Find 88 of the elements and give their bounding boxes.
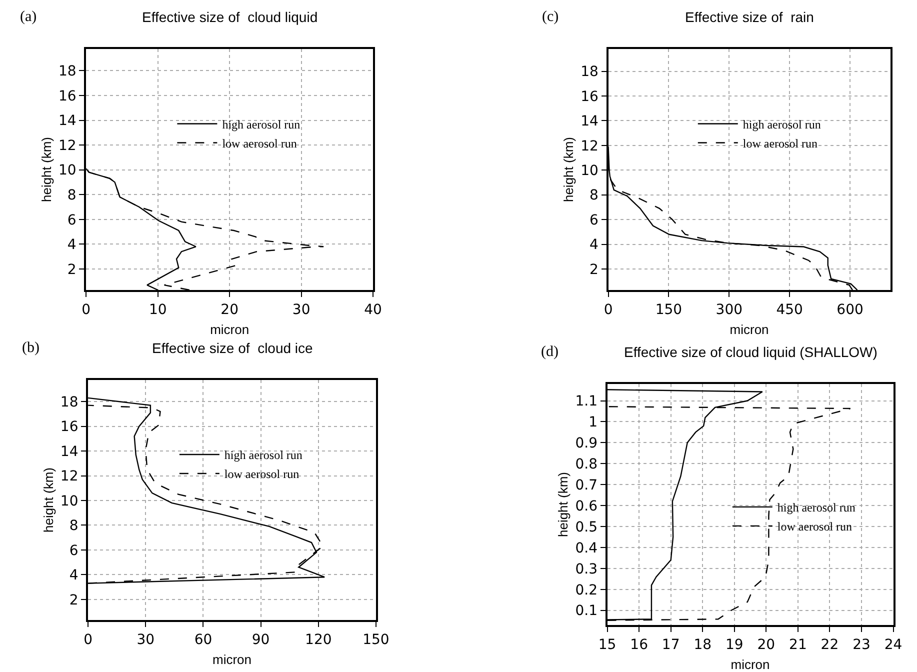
x-tick-label: 10	[148, 302, 167, 318]
x-tick-label: 22	[820, 636, 839, 653]
x-tick-label: 150	[655, 302, 682, 318]
x-tick-label: 300	[716, 302, 743, 318]
y-tick-label: 16	[58, 88, 76, 104]
y-tick-label: 12	[580, 138, 598, 154]
y-tick-label: 6	[67, 212, 76, 228]
x-tick-label: 450	[776, 302, 803, 318]
x-tick-label: 17	[662, 636, 680, 653]
y-tick-label: 16	[60, 419, 78, 436]
y-tick-label: 2	[67, 262, 76, 278]
x-tick-label: 23	[852, 636, 870, 653]
x-tick-label: 24	[884, 636, 902, 653]
x-tick-label: 19	[725, 636, 744, 653]
legend-label: high aerosol run	[742, 117, 821, 132]
y-axis-title: height (km)	[38, 136, 54, 202]
chart-title: Effective size of cloud ice	[152, 340, 314, 356]
y-tick-label: 0.3	[575, 561, 598, 578]
y-tick-label: 6	[69, 542, 78, 559]
y-axis-title: height (km)	[556, 472, 571, 538]
x-tick-label: 30	[136, 632, 155, 648]
y-tick-label: 14	[580, 114, 599, 130]
y-axis-title: height (km)	[40, 467, 56, 533]
y-tick-label: 4	[590, 237, 599, 254]
x-tick-label: 60	[194, 632, 212, 648]
y-tick-label: 0.8	[575, 456, 598, 473]
legend-label: low aerosol run	[222, 136, 297, 150]
x-tick-label: 21	[789, 636, 807, 653]
y-tick-label: 14	[58, 113, 76, 130]
x-tick-label: 120	[305, 632, 332, 648]
x-tick-label: 0	[84, 632, 93, 648]
y-tick-label: 18	[60, 394, 78, 411]
y-tick-label: 10	[580, 163, 598, 180]
legend-label: high aerosol run	[222, 117, 300, 132]
y-tick-label: 12	[60, 468, 78, 485]
y-tick-label: 1.1	[575, 394, 598, 410]
text: (d)	[541, 344, 558, 360]
x-axis-title: micron	[730, 322, 769, 337]
text: (a)	[20, 9, 37, 25]
y-tick-label: 12	[58, 138, 76, 154]
x-axis-title: micron	[210, 322, 250, 337]
x-tick-label: 16	[630, 636, 648, 653]
x-axis-title: micron	[730, 656, 770, 672]
x-tick-label: 0	[82, 302, 91, 318]
text: (b)	[22, 340, 40, 356]
legend-label: low aerosol run	[224, 467, 300, 482]
x-tick-label: 0	[604, 302, 613, 318]
legend-label: high aerosol run	[777, 500, 856, 515]
chart-title: Effective size of cloud liquid	[142, 9, 318, 25]
y-tick-label: 8	[590, 188, 598, 204]
y-axis-title: height (km)	[561, 136, 576, 202]
y-tick-label: 18	[58, 64, 76, 80]
x-tick-label: 20	[757, 636, 776, 653]
x-tick-label: 15	[598, 636, 616, 653]
y-tick-label: 0.5	[575, 519, 598, 536]
x-axis-title: micron	[212, 652, 252, 667]
legend-label: high aerosol run	[224, 448, 302, 462]
y-tick-label: 2	[69, 592, 78, 608]
chart-title: Effective size of cloud liquid (SHALLOW)	[624, 344, 878, 360]
legend-label: low aerosol run	[777, 520, 852, 534]
y-tick-label: 0.2	[575, 582, 598, 598]
y-tick-label: 4	[67, 237, 76, 254]
x-tick-label: 150	[362, 632, 390, 648]
y-tick-label: 16	[580, 88, 599, 105]
y-tick-label: 8	[69, 518, 78, 534]
x-tick-label: 30	[292, 302, 310, 318]
y-tick-label: 0.6	[575, 498, 598, 514]
x-tick-label: 90	[252, 632, 270, 648]
y-tick-label: 18	[580, 64, 598, 80]
x-tick-label: 18	[694, 636, 712, 653]
y-tick-label: 0.7	[575, 477, 598, 494]
y-tick-label: 14	[60, 444, 78, 460]
y-tick-label: 0.9	[575, 436, 598, 452]
x-tick-label: 40	[364, 302, 382, 318]
chart-title: Effective size of rain	[685, 9, 814, 25]
y-tick-label: 6	[590, 212, 599, 228]
y-tick-label: 4	[69, 568, 78, 584]
y-tick-label: 2	[590, 262, 598, 278]
y-tick-label: 0.4	[575, 540, 598, 556]
legend-label: low aerosol run	[742, 136, 818, 150]
y-tick-label: 8	[67, 187, 76, 204]
x-tick-label: 600	[836, 302, 864, 318]
y-tick-label: 10	[60, 493, 78, 510]
x-tick-label: 20	[220, 302, 238, 318]
y-tick-label: 0.1	[575, 603, 598, 620]
y-tick-label: 10	[58, 162, 76, 179]
y-tick-label: 1	[588, 414, 598, 431]
text: (c)	[542, 9, 559, 25]
